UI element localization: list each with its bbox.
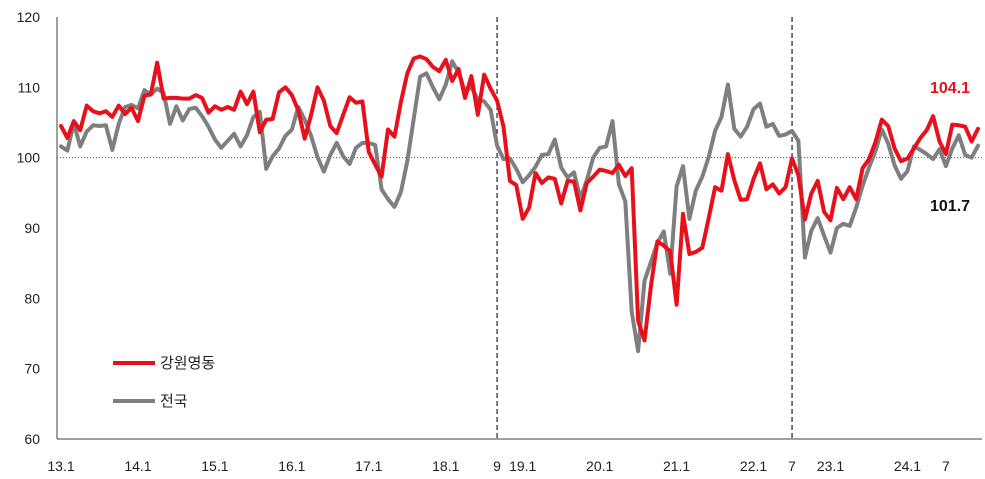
x-tick-label: 16.1 (278, 458, 305, 474)
x-tick-label: 17.1 (355, 458, 382, 474)
x-tick-label: 13.1 (47, 458, 74, 474)
y-tick-label: 70 (24, 361, 40, 377)
x-tick-label: 19.1 (509, 458, 536, 474)
legend-label-gangwon: 강원영동 (160, 354, 215, 372)
x-tick-label: 21.1 (663, 458, 690, 474)
y-tick-label: 120 (17, 9, 41, 25)
y-tick-label: 100 (17, 150, 41, 166)
x-tick-label: 14.1 (124, 458, 151, 474)
x-tick-label: 24.1 (894, 458, 921, 474)
y-tick-label: 110 (18, 79, 41, 95)
y-axis-tick-labels: 60 70 80 90 100 110 120 (17, 9, 41, 447)
x-tick-label: 20.1 (586, 458, 613, 474)
y-tick-label: 60 (24, 431, 40, 447)
x-tick-label: 7 (788, 458, 796, 474)
x-tick-label: 9 (493, 458, 501, 474)
x-tick-label: 7 (942, 458, 950, 474)
y-tick-label: 90 (24, 220, 40, 236)
series-line-national (59, 59, 980, 354)
series-end-label-national: 101.7 (930, 198, 970, 215)
series-lines (59, 54, 980, 354)
x-tick-label: 18.1 (432, 458, 459, 474)
x-tick-label: 23.1 (817, 458, 844, 474)
vertical-markers (496, 17, 793, 439)
x-tick-label: 22.1 (740, 458, 767, 474)
legend-label-national: 전국 (160, 392, 188, 410)
series-line-gangwon (59, 54, 980, 343)
y-tick-label: 80 (24, 290, 40, 306)
legend: 강원영동 전국 (113, 354, 215, 410)
x-tick-label: 15.1 (201, 458, 228, 474)
x-axis-tick-labels: 13.1 14.1 15.1 16.1 17.1 18.1 9 19.1 20.1 21.1 22.… (47, 458, 950, 474)
series-end-label-gangwon: 104.1 (930, 80, 970, 97)
